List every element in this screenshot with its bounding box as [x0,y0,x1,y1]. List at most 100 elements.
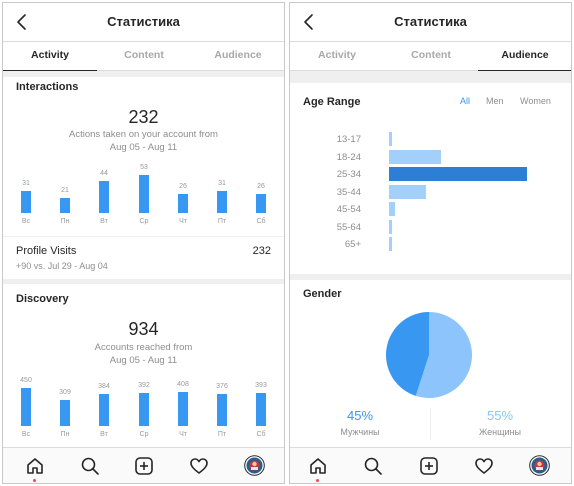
discovery-day-label: Чт [179,431,187,438]
interactions-bar [60,198,70,213]
section-gap [290,274,571,280]
interactions-bar-value: 44 [100,170,108,177]
add-post-icon[interactable] [134,456,154,476]
tab-activity[interactable]: Activity [3,42,97,72]
interactions-bar [256,194,266,213]
discovery-bar-value: 309 [59,389,71,396]
female-percentage: 55% [486,408,514,423]
age-bar [389,202,395,216]
interactions-total: 232 [128,107,159,127]
discovery-bar [217,394,227,426]
male-label: Мужчины [340,427,380,437]
age-label: 18-24 [336,151,361,163]
discovery-bar [178,392,188,426]
add-post-icon[interactable] [419,456,439,476]
discovery-bar [60,400,70,426]
screen-audience: Статистика Activity Content Audience Age… [289,2,572,484]
home-icon[interactable] [308,456,328,476]
pie-slice-female [415,312,472,398]
tab-audience[interactable]: Audience [214,49,262,61]
age-label: 45-54 [336,204,361,215]
profile-visits-value: 232 [252,245,271,257]
discovery-day-label: Ср [139,431,149,438]
section-gap [290,71,571,83]
tab-bar: Activity Content Audience [3,41,284,72]
discovery-day-label: Пн [60,431,70,438]
bottom-nav [290,447,571,483]
discovery-bar [139,393,149,426]
profile-visits-change: +90 vs. Jul 29 - Aug 04 [16,261,108,271]
search-icon[interactable] [80,456,100,476]
search-icon[interactable] [363,456,383,476]
interactions-bar-value: 26 [179,183,187,190]
age-label: 55-64 [336,221,361,233]
back-arrow-icon[interactable] [300,12,318,32]
interactions-day-label: Вс [21,218,31,225]
discovery-bar-value: 384 [98,383,110,390]
discovery-total: 934 [128,319,159,339]
gender-title: Gender [303,288,342,300]
bottom-nav [3,447,284,483]
header: Статистика [290,3,571,41]
filter-all[interactable]: All [460,96,471,106]
interactions-bar-value: 31 [218,180,226,187]
discovery-bar-value: 408 [177,381,189,388]
interactions-bar-value: 21 [61,187,69,194]
age-bar [389,149,441,164]
discovery-bar-value: 392 [138,382,150,389]
page-title: Статистика [394,14,467,29]
age-range-title: Age Range [303,96,361,108]
interactions-bar [139,175,149,213]
age-bar [389,167,527,181]
age-label: 65+ [344,239,361,250]
discovery-day-label: Пт [217,431,227,438]
heart-icon[interactable] [474,456,494,476]
interactions-day-label: Пт [217,218,227,225]
age-label: 35-44 [336,186,361,198]
interactions-day-label: Сб [256,218,266,225]
interactions-day-label: Чт [179,218,187,225]
male-percentage: 45% [346,408,374,423]
profile-visits-label: Profile Visits [16,245,77,257]
female-label: Женщины [478,427,522,437]
home-icon[interactable] [25,456,45,476]
interactions-bar [21,191,31,213]
heart-icon[interactable] [189,456,209,476]
tab-audience[interactable]: Audience [478,42,571,72]
discovery-day-label: Вт [100,431,108,438]
interactions-bar [217,191,227,213]
age-bar [389,184,426,199]
filter-women[interactable]: Women [520,96,551,106]
discovery-bar [256,393,266,426]
discovery-day-label: Сб [256,431,266,438]
discovery-bar [99,394,109,426]
section-gap [3,71,284,77]
interactions-bar-value: 26 [257,183,265,190]
interactions-day-label: Ср [139,218,149,225]
discovery-date-range: Aug 05 - Aug 11 [109,355,178,366]
gender-divider [430,408,431,440]
tab-bar: Activity Content Audience [290,41,571,72]
profile-avatar[interactable] [529,455,550,476]
filter-men[interactable]: Men [486,96,504,106]
discovery-bar-value: 393 [255,382,267,389]
notification-dot [33,479,36,482]
divider [3,236,284,237]
tab-content[interactable]: Content [411,49,451,61]
age-bar [389,132,392,146]
interactions-day-label: Вт [100,218,108,225]
interactions-day-label: Пн [60,218,70,225]
interactions-bar-value: 31 [22,180,30,187]
interactions-bar-value: 53 [140,164,148,171]
header: Статистика [3,3,284,41]
tab-activity[interactable]: Activity [318,49,356,61]
back-arrow-icon[interactable] [13,12,31,32]
discovery-title: Discovery [16,293,69,305]
discovery-bar-value: 376 [216,383,228,390]
age-bar [389,219,392,234]
profile-avatar[interactable] [244,455,265,476]
notification-dot [316,479,319,482]
tab-content[interactable]: Content [124,49,164,61]
interactions-bar [99,181,109,213]
page-title: Статистика [107,14,180,29]
